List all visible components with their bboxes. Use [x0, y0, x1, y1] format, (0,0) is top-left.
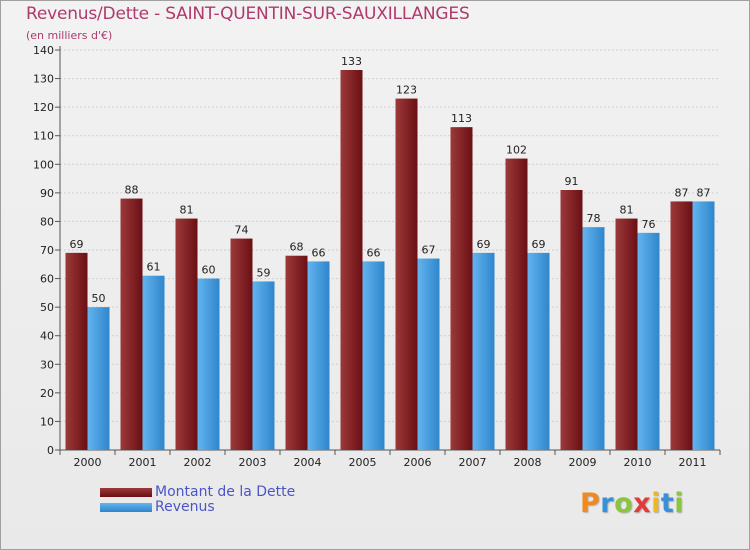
x-tick-label: 2009 — [569, 456, 597, 469]
logo-letter: i — [674, 488, 685, 519]
data-label-revenus: 69 — [532, 238, 546, 251]
bar-dette — [395, 98, 418, 451]
bar-revenus — [197, 278, 220, 450]
logo-letter: P — [580, 488, 601, 519]
logo-letter: r — [600, 488, 615, 519]
bar-revenus — [417, 258, 440, 450]
y-tick-label: 120 — [33, 101, 54, 114]
y-tick-label: 20 — [40, 387, 54, 400]
x-tick-label: 2007 — [459, 456, 487, 469]
data-label-revenus: 78 — [587, 212, 601, 225]
chart-subtitle: (en milliers d'€) — [26, 29, 113, 42]
bar-dette — [65, 252, 88, 450]
y-tick-label: 0 — [47, 444, 54, 457]
y-tick-label: 110 — [33, 130, 54, 143]
data-label-dette: 69 — [70, 238, 84, 251]
data-label-dette: 74 — [235, 224, 249, 237]
y-tick-label: 10 — [40, 415, 54, 428]
y-tick-label: 70 — [40, 244, 54, 257]
bar-revenus — [87, 307, 110, 450]
x-tick-label: 2004 — [294, 456, 322, 469]
bar-revenus — [692, 201, 715, 450]
data-label-revenus: 60 — [202, 264, 216, 277]
y-tick-label: 90 — [40, 187, 54, 200]
x-tick-label: 2008 — [514, 456, 542, 469]
x-tick-label: 2000 — [74, 456, 102, 469]
data-label-dette: 113 — [451, 112, 472, 125]
data-label-dette: 133 — [341, 55, 362, 68]
logo-letter: t — [660, 488, 675, 519]
bar-dette — [505, 158, 528, 451]
proxiti-logo: Proxiti — [580, 488, 684, 519]
bar-dette — [285, 255, 308, 450]
bar-dette — [340, 70, 363, 450]
bar-dette — [670, 201, 693, 450]
bar-revenus — [142, 275, 165, 450]
x-tick-label: 2010 — [624, 456, 652, 469]
chart-title: Revenus/Dette - SAINT-QUENTIN-SUR-SAUXIL… — [26, 4, 470, 24]
y-tick-label: 140 — [33, 44, 54, 57]
data-label-dette: 87 — [675, 186, 689, 199]
data-label-revenus: 66 — [312, 246, 326, 259]
bar-revenus — [527, 252, 550, 450]
y-tick-label: 30 — [40, 358, 54, 371]
data-label-revenus: 50 — [92, 292, 106, 305]
bar-dette — [120, 198, 143, 450]
data-label-revenus: 76 — [642, 218, 656, 231]
x-tick-label: 2011 — [679, 456, 707, 469]
x-tick-label: 2005 — [349, 456, 377, 469]
bar-revenus — [252, 281, 275, 450]
legend-swatch-revenus — [100, 503, 152, 512]
data-label-revenus: 61 — [147, 261, 161, 274]
y-tick-label: 40 — [40, 330, 54, 343]
bar-dette — [615, 218, 638, 450]
x-tick-label: 2001 — [129, 456, 157, 469]
logo-letter: x — [633, 488, 652, 519]
y-tick-label: 100 — [33, 158, 54, 171]
x-tick-label: 2003 — [239, 456, 267, 469]
data-label-dette: 123 — [396, 84, 417, 97]
data-label-revenus: 67 — [422, 244, 436, 257]
bar-revenus — [362, 261, 385, 450]
data-label-dette: 81 — [180, 204, 194, 217]
data-label-dette: 88 — [125, 184, 139, 197]
data-label-revenus: 66 — [367, 246, 381, 259]
data-label-dette: 68 — [290, 241, 304, 254]
y-tick-label: 130 — [33, 73, 54, 86]
logo-letter: i — [651, 488, 661, 519]
data-label-revenus: 69 — [477, 238, 491, 251]
data-label-dette: 102 — [506, 144, 527, 157]
x-tick-label: 2006 — [404, 456, 432, 469]
y-tick-label: 80 — [40, 215, 54, 228]
bar-dette — [230, 238, 253, 450]
legend-label-revenus: Revenus — [155, 499, 215, 515]
bar-dette — [560, 190, 583, 450]
legend-swatch-dette — [100, 488, 152, 497]
data-label-revenus: 59 — [257, 266, 271, 279]
bar-revenus — [307, 261, 330, 450]
x-tick-label: 2002 — [184, 456, 212, 469]
bar-dette — [175, 218, 198, 450]
data-label-dette: 81 — [620, 204, 634, 217]
bar-dette — [450, 127, 473, 451]
data-label-revenus: 87 — [697, 186, 711, 199]
bar-revenus — [472, 252, 495, 450]
logo-letter: o — [614, 488, 634, 519]
bar-revenus — [637, 232, 660, 450]
legend-label-dette: Montant de la Dette — [155, 484, 296, 500]
y-tick-label: 50 — [40, 301, 54, 314]
y-tick-label: 60 — [40, 273, 54, 286]
bar-revenus — [582, 227, 605, 450]
data-label-dette: 91 — [565, 175, 579, 188]
